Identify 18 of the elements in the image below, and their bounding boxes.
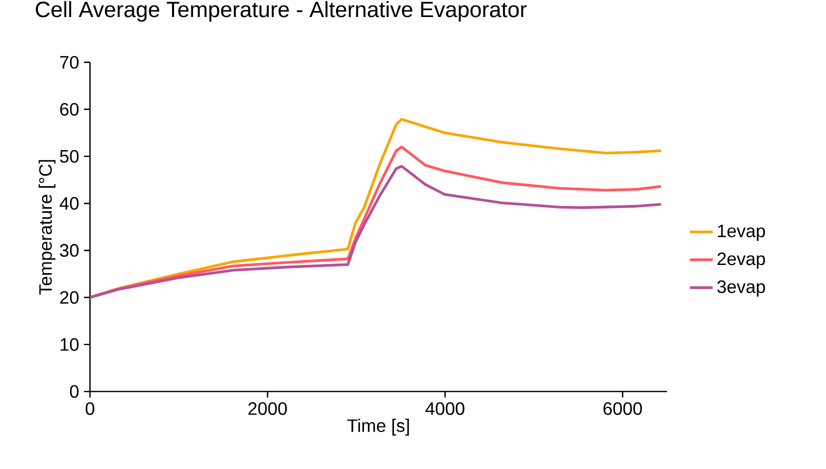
x-tick-label: 4000 [425,402,464,415]
y-tick-label: 20 [60,291,79,304]
y-tick-label: 60 [60,102,79,116]
x-tick-label: 0 [86,402,94,415]
x-axis-title: Time [s] [347,418,409,436]
y-tick-label: 0 [70,385,79,398]
y-tick-label: 40 [60,197,79,210]
chart-title: Cell Average Temperature - Alternative Evaporator [36,1,527,22]
legend-label: 2evap [718,252,765,269]
y-axis-title: Temperature [°C] [38,160,56,295]
legend-label: 3evap [717,280,765,297]
y-tick-label: 50 [60,150,79,163]
y-tick-label: 30 [60,244,79,257]
y-tick-label: 10 [60,338,79,351]
y-tick-label: 70 [60,56,79,69]
x-tick-label: 2000 [248,402,287,415]
x-tick-label: 6000 [604,402,642,415]
legend-label: 1evap [718,224,765,241]
